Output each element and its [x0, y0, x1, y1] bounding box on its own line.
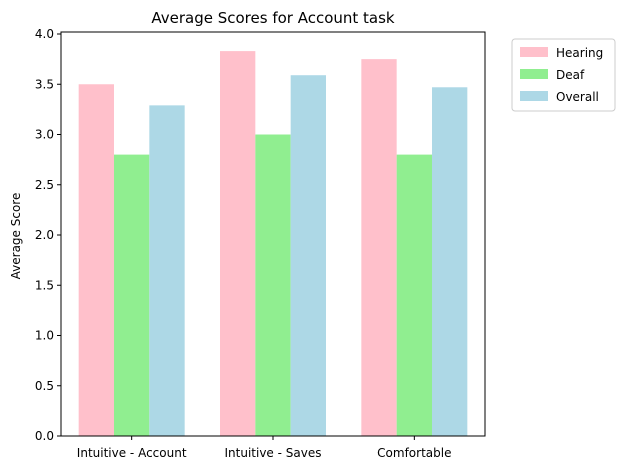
- chart-title: Average Scores for Account task: [151, 9, 395, 27]
- bar-deaf-0: [114, 154, 150, 436]
- legend-swatch-deaf: [520, 69, 548, 79]
- legend-swatch-hearing: [520, 47, 548, 57]
- y-tick-label: 0.5: [35, 379, 54, 393]
- y-tick-label: 4.0: [35, 27, 54, 41]
- x-tick-label: Intuitive - Saves: [225, 446, 322, 460]
- legend-swatch-overall: [520, 91, 548, 101]
- y-tick-label: 1.5: [35, 278, 54, 292]
- bar-hearing-0: [78, 84, 114, 437]
- legend-label-hearing: Hearing: [556, 46, 603, 60]
- x-tick-label: Intuitive - Account: [77, 446, 187, 460]
- bar-hearing-2: [361, 59, 397, 436]
- legend-label-deaf: Deaf: [556, 68, 585, 82]
- bar-overall-0: [149, 105, 185, 436]
- bar-overall-1: [290, 75, 326, 436]
- y-axis-label: Average Score: [9, 193, 23, 280]
- y-tick-label: 2.5: [35, 178, 54, 192]
- bar-hearing-1: [220, 51, 256, 436]
- y-tick-label: 3.0: [35, 128, 54, 142]
- bar-deaf-1: [255, 134, 291, 437]
- x-tick-label: Comfortable: [377, 446, 451, 460]
- y-tick-label: 1.0: [35, 329, 54, 343]
- y-tick-label: 0.0: [35, 429, 54, 443]
- y-tick-label: 2.0: [35, 228, 54, 242]
- legend: Hearing Deaf Overall: [511, 38, 616, 112]
- y-tick-label: 3.5: [35, 77, 54, 91]
- legend-label-overall: Overall: [556, 90, 599, 104]
- bar-deaf-2: [396, 154, 432, 436]
- plot-area: 0.0 0.5 1.0 1.5 2.0 2.5 3.0 3.5 4.0 Intuitive - A…: [35, 27, 486, 460]
- bar-overall-2: [432, 87, 468, 437]
